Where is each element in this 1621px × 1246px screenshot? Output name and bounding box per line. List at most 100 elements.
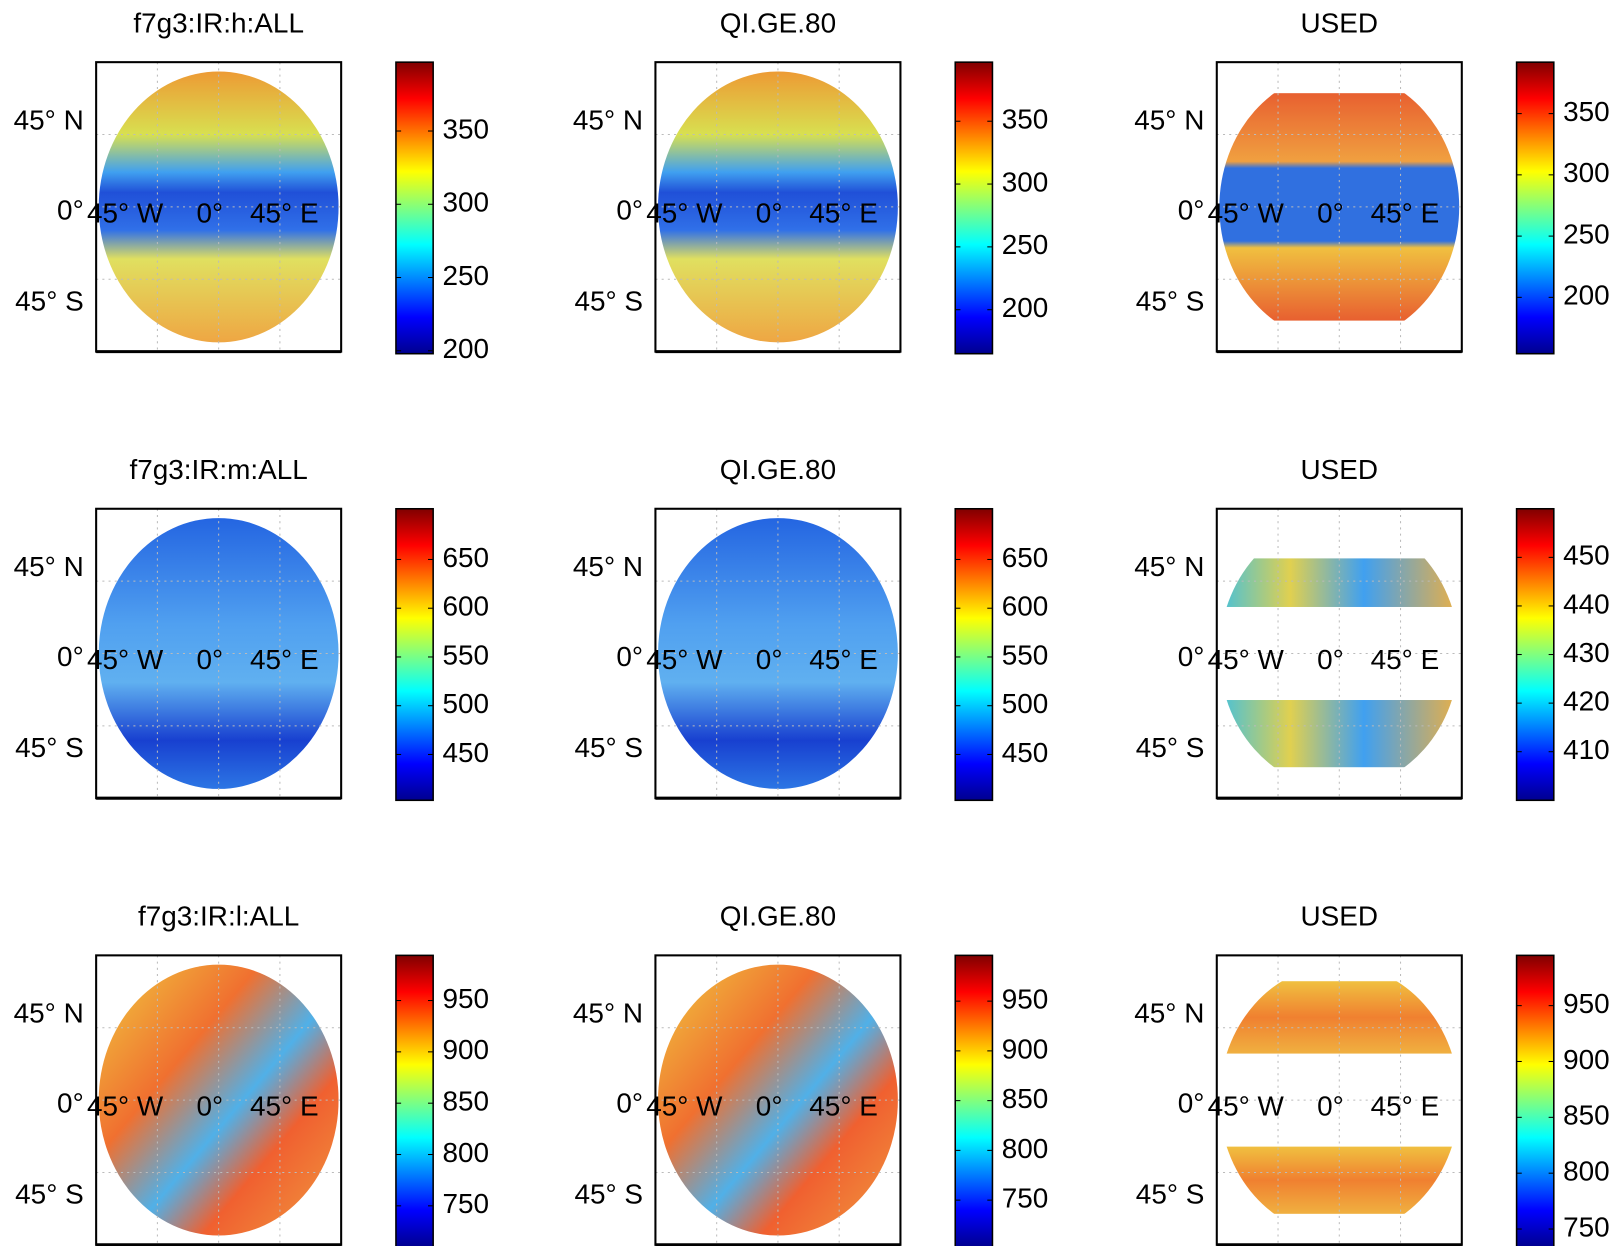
panel-title: QI.GE.80 — [720, 7, 836, 38]
lat-label: 0° — [1178, 641, 1205, 672]
colorbar-tick-label: 900 — [1002, 1033, 1049, 1064]
lat-label: 45° N — [573, 551, 643, 582]
colorbar — [1515, 507, 1555, 802]
lon-label: 45° W — [87, 644, 164, 675]
colorbar — [395, 954, 434, 1246]
lon-label: 0° — [756, 644, 783, 675]
lon-label: 45° W — [646, 644, 723, 675]
lat-label: 45° N — [573, 104, 643, 135]
lon-label: 45° E — [250, 198, 319, 229]
lon-label: 45° E — [250, 1091, 319, 1122]
colorbar — [1515, 954, 1555, 1246]
lon-label: 45° E — [809, 1091, 878, 1122]
lat-label: 45° N — [1134, 104, 1204, 135]
colorbar-tick-label: 850 — [1002, 1083, 1049, 1114]
colorbar — [395, 507, 434, 802]
colorbar — [954, 507, 994, 802]
colorbar-tick-label: 350 — [442, 113, 489, 144]
colorbar-tick-label: 650 — [442, 542, 489, 573]
colorbar-tick-label: 600 — [1002, 591, 1049, 622]
lat-label: 0° — [616, 641, 643, 672]
colorbar-tick-label: 300 — [1563, 157, 1610, 188]
colorbar-tick-label: 420 — [1563, 685, 1610, 716]
lon-label: 0° — [756, 198, 783, 229]
lat-label: 0° — [616, 1088, 643, 1119]
colorbar-tick-label: 300 — [1002, 166, 1049, 197]
lon-label: 45° E — [809, 644, 878, 675]
colorbar-tick-label: 950 — [1563, 988, 1610, 1019]
lat-label: 0° — [616, 194, 643, 225]
lat-label: 45° S — [1136, 732, 1205, 763]
colorbar-tick-label: 250 — [1563, 218, 1610, 249]
panel-title: USED — [1301, 7, 1379, 38]
colorbar-tick-label: 950 — [442, 983, 489, 1014]
lat-label: 0° — [1178, 194, 1205, 225]
lon-label: 0° — [1317, 644, 1344, 675]
lat-label: 45° N — [14, 104, 84, 135]
colorbar-tick-label: 410 — [1563, 734, 1610, 765]
lat-label: 45° S — [15, 732, 84, 763]
lon-label: 45° W — [87, 1091, 164, 1122]
lat-label: 45° N — [1134, 998, 1204, 1029]
colorbar-tick-label: 750 — [442, 1188, 489, 1219]
colorbar-tick-label: 350 — [1002, 104, 1049, 135]
colorbar-tick-label: 800 — [442, 1137, 489, 1168]
lon-label: 45° E — [1371, 1091, 1440, 1122]
panel-title: f7g3:IR:m:ALL — [129, 454, 307, 485]
colorbar-tick-label: 250 — [1002, 229, 1049, 260]
colorbar-tick-label: 800 — [1563, 1156, 1610, 1187]
lon-label: 45° W — [1208, 1091, 1285, 1122]
lat-label: 45° N — [14, 551, 84, 582]
lon-label: 45° W — [646, 198, 723, 229]
lon-label: 0° — [756, 1091, 783, 1122]
colorbar-tick-label: 500 — [442, 688, 489, 719]
colorbar — [395, 61, 434, 355]
lon-label: 0° — [1317, 198, 1344, 229]
colorbar-tick-label: 650 — [1002, 542, 1049, 573]
lon-label: 0° — [197, 1091, 224, 1122]
panel-title: USED — [1301, 901, 1379, 932]
colorbar-tick-label: 750 — [1002, 1183, 1049, 1214]
colorbar — [954, 954, 994, 1246]
panel-title: f7g3:IR:h:ALL — [133, 7, 304, 38]
lat-label: 0° — [57, 194, 84, 225]
lat-label: 45° S — [1136, 285, 1205, 316]
lat-label: 45° N — [573, 998, 643, 1029]
lat-label: 45° S — [574, 285, 643, 316]
lon-label: 0° — [197, 644, 224, 675]
colorbar-tick-label: 200 — [1563, 280, 1610, 311]
lon-label: 45° E — [250, 644, 319, 675]
colorbar-tick-label: 450 — [1563, 540, 1610, 571]
lon-label: 45° E — [1371, 198, 1440, 229]
colorbar-tick-label: 450 — [442, 737, 489, 768]
colorbar-tick-label: 250 — [442, 260, 489, 291]
lat-label: 45° S — [15, 285, 84, 316]
lat-label: 45° S — [574, 1179, 643, 1210]
colorbar-tick-label: 800 — [1002, 1133, 1049, 1164]
lon-label: 45° E — [1371, 644, 1440, 675]
lon-label: 45° W — [1208, 198, 1285, 229]
colorbar-tick-label: 200 — [442, 333, 489, 364]
lon-label: 45° W — [87, 198, 164, 229]
lat-label: 45° S — [15, 1179, 84, 1210]
lon-label: 0° — [1317, 1091, 1344, 1122]
panel-title: QI.GE.80 — [720, 901, 836, 932]
lat-label: 0° — [1178, 1088, 1205, 1119]
lat-label: 45° N — [14, 998, 84, 1029]
panel-title: f7g3:IR:l:ALL — [138, 901, 299, 932]
colorbar-tick-label: 300 — [442, 187, 489, 218]
colorbar-tick-label: 900 — [442, 1034, 489, 1065]
colorbar-tick-label: 430 — [1563, 637, 1610, 668]
colorbar-tick-label: 850 — [1563, 1100, 1610, 1131]
panel-title: QI.GE.80 — [720, 454, 836, 485]
lon-label: 45° W — [1208, 644, 1285, 675]
